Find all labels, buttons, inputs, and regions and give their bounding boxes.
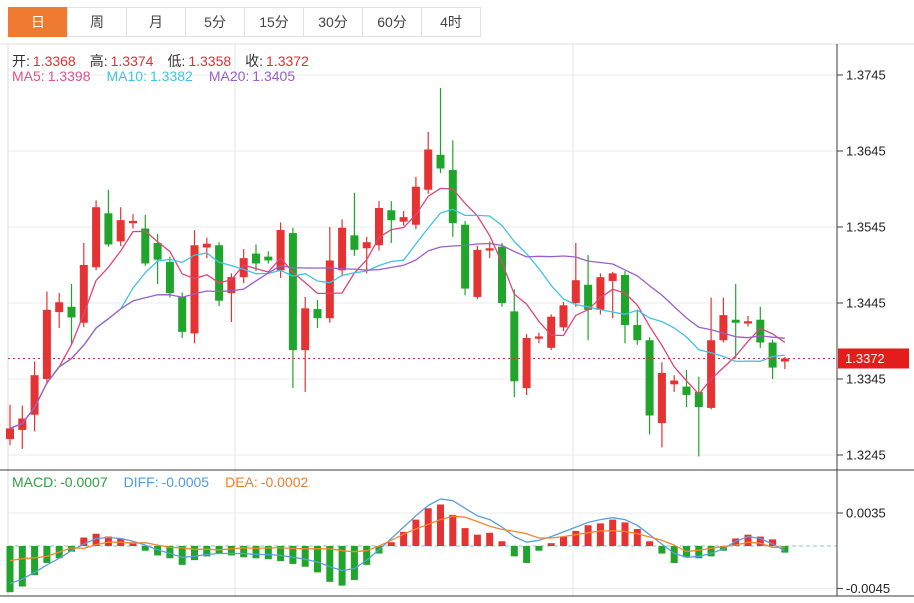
price-axis-label: 1.3245 [846,448,886,463]
ma-value: 1.3382 [149,68,193,84]
tab-month[interactable]: 月 [126,7,186,37]
tab-label: 周 [90,14,104,30]
tab-label: 4时 [440,14,462,30]
price-axis: 1.3745 1.3645 1.3545 1.3445 1.3345 1.3245 0.00… [837,68,909,596]
candlestick-series [6,87,789,457]
macd-histogram [6,504,789,593]
tab-day[interactable]: 日 [8,7,68,37]
ma20-line [9,242,785,430]
diff-line [9,498,786,585]
price-axis-label: 0.0035 [846,505,886,520]
ohlc-item: 开: 1.3368 [12,53,76,69]
price-axis-label: 1.3645 [846,144,886,159]
ohlc-value: 1.3368 [32,53,76,69]
macd-value: -0.0007 [60,474,108,490]
chart-frame [0,44,914,597]
ma-label: MA5: [12,68,45,84]
last-price-badge-text: 1.3372 [845,351,885,366]
tab-4hour[interactable]: 4时 [421,7,481,37]
ma-label: MA10: [106,68,147,84]
price-axis-label: 1.3545 [846,220,886,235]
macd-value: -0.0002 [260,474,309,490]
tab-5min[interactable]: 5分 [185,7,245,37]
tab-label: 30分 [318,14,348,30]
ohlc-label: 开: [12,53,30,69]
ohlc-value: 1.3372 [266,53,309,69]
ma-item: MA20: 1.3405 [209,68,295,84]
ma-value: 1.3405 [252,68,296,84]
tab-60min[interactable]: 60分 [362,7,422,37]
ohlc-label: 低: [167,53,186,69]
ohlc-item: 高: 1.3374 [90,53,154,69]
last-price-badge [838,348,909,369]
macd-item: DEA: -0.0002 [225,474,308,490]
tab-label: 日 [31,14,45,30]
ma-readout: MA5: 1.3398 MA10: 1.3382 MA20: 1.3405 [12,68,311,84]
ma5-line [9,187,786,430]
price-axis-label: 1.3345 [846,372,886,387]
macd-item: DIFF: -0.0005 [124,474,209,490]
price-axis-label: 1.3745 [846,68,886,83]
tab-15min[interactable]: 15分 [244,7,304,37]
ohlc-label: 高: [89,53,108,69]
tab-week[interactable]: 周 [67,7,127,37]
ma-label: MA20: [208,68,250,84]
price-axis-label: 1.3445 [846,296,886,311]
macd-label: DEA: [225,474,258,490]
ma-item: MA10: 1.3382 [107,68,193,84]
macd-value: -0.0005 [161,474,210,490]
price-axis-label: -0.0045 [846,581,890,596]
tab-label: 5分 [204,14,226,30]
ohlc-item: 收: 1.3372 [245,53,309,69]
ohlc-readout: 开: 1.3368 高: 1.3374 低: 1.3358 收: 1.3372 [12,51,323,71]
macd-readout: MACD: -0.0007 DIFF: -0.0005 DEA: -0.0002 [12,474,324,490]
ohlc-value: 1.3358 [188,53,232,69]
ohlc-label: 收: [245,53,264,69]
dea-line [9,515,785,562]
tab-30min[interactable]: 30分 [303,7,363,37]
tab-label: 15分 [259,14,289,30]
ma-value: 1.3398 [47,68,91,84]
macd-item: MACD: -0.0007 [12,474,108,490]
timeframe-tabbar: 日 周 月 5分 15分 30分 60分 4时 [8,7,481,37]
tab-label: 60分 [377,14,407,30]
ohlc-item: 低: 1.3358 [167,53,231,69]
ma-item: MA5: 1.3398 [12,68,91,84]
grid [0,43,914,596]
ohlc-value: 1.3374 [110,53,154,69]
tab-label: 月 [149,14,163,30]
ma10-line [9,208,785,430]
macd-label: MACD: [12,474,58,490]
macd-label: DIFF: [123,474,159,490]
